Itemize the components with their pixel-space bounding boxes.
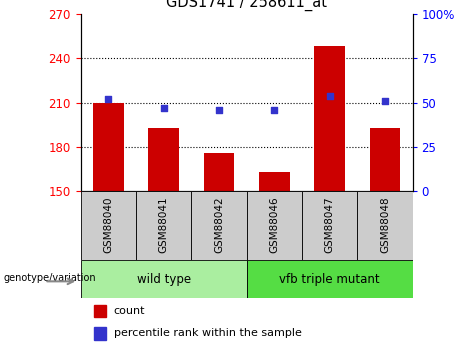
Text: vfb triple mutant: vfb triple mutant	[279, 273, 380, 286]
Title: GDS1741 / 258611_at: GDS1741 / 258611_at	[166, 0, 327, 11]
Text: GSM88048: GSM88048	[380, 196, 390, 253]
Text: GSM88040: GSM88040	[103, 196, 113, 253]
Text: genotype/variation: genotype/variation	[3, 273, 96, 283]
Text: percentile rank within the sample: percentile rank within the sample	[114, 328, 302, 338]
Point	[381, 98, 389, 104]
Point	[105, 96, 112, 102]
Point	[271, 107, 278, 112]
Bar	[314, 46, 345, 191]
Text: GSM88046: GSM88046	[269, 196, 279, 253]
Text: wild type: wild type	[136, 273, 191, 286]
Bar	[93, 103, 124, 191]
Bar	[247, 191, 302, 260]
Bar	[259, 172, 290, 191]
Text: count: count	[114, 306, 145, 316]
Point	[215, 107, 223, 112]
Bar	[247, 260, 413, 298]
Bar	[136, 191, 191, 260]
Text: GSM88041: GSM88041	[159, 196, 169, 253]
Text: GSM88042: GSM88042	[214, 196, 224, 253]
Point	[326, 93, 333, 98]
Bar	[370, 128, 400, 191]
Bar	[94, 327, 106, 339]
Bar	[81, 260, 247, 298]
Text: GSM88047: GSM88047	[325, 196, 335, 253]
Bar	[94, 305, 106, 317]
Bar	[148, 128, 179, 191]
Bar	[204, 153, 234, 191]
Bar	[81, 191, 136, 260]
Bar	[357, 191, 413, 260]
Bar	[302, 191, 357, 260]
Bar	[191, 191, 247, 260]
Point	[160, 105, 167, 111]
